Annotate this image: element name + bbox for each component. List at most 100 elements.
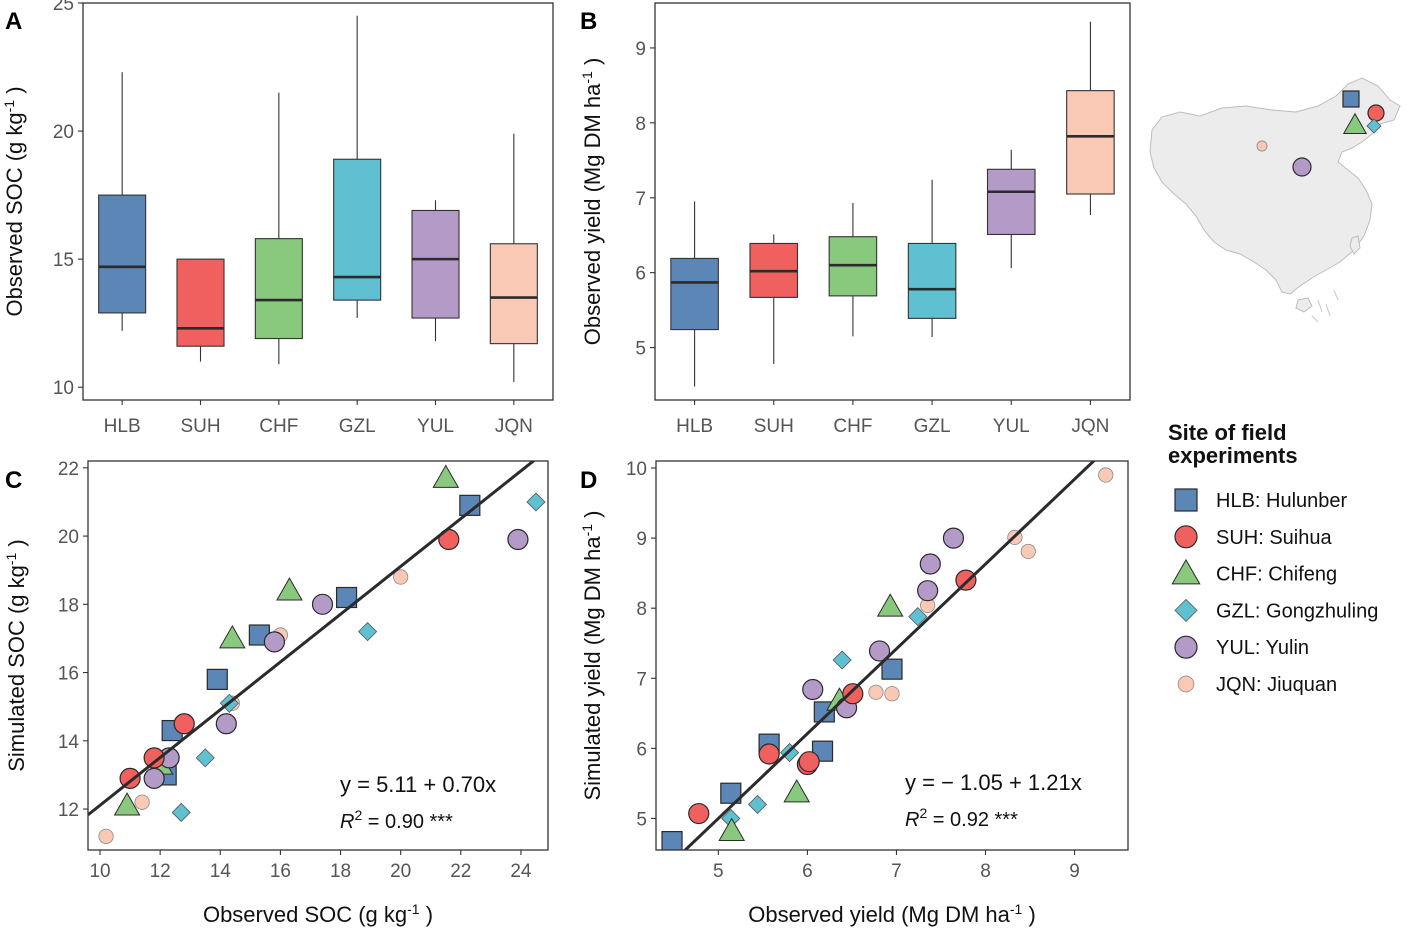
legend-label-gzl: GZL: Gongzhuling — [1216, 600, 1378, 622]
panel-tag-d: D — [580, 467, 597, 494]
panel-a-category-label: HLB — [104, 416, 141, 437]
panel-b-box-hlb — [670, 201, 719, 387]
point-yul — [507, 528, 529, 551]
legend-label-yul: YUL: Yulin — [1216, 637, 1309, 659]
r2-label: R — [905, 809, 919, 831]
point-suh — [798, 751, 820, 773]
point-chf — [718, 817, 746, 841]
panel-b-y-axis-title: Observed yield (Mg DM ha-1 ) — [579, 58, 605, 346]
point-hlb — [335, 586, 358, 609]
panel-b-category-label: HLB — [676, 416, 713, 437]
panel-d-x-axis-title: Observed yield (Mg DM ha-1 ) — [748, 901, 1036, 927]
panel-a-soc-boxplot: HLB SUH CHF GZL YUL JQN 10 15 20 25 Observed SOC (… — [1, 0, 554, 437]
panel-d-frame — [655, 460, 1129, 851]
panel-c-xtick-label: 20 — [390, 861, 411, 882]
point-hlb — [881, 658, 903, 680]
legend-marker-jqn — [1177, 675, 1195, 693]
point-suh — [688, 802, 710, 825]
point-yul — [919, 553, 941, 575]
panel-a-category-label: GZL — [339, 416, 376, 437]
point-gzl — [526, 492, 546, 512]
panel-tag-a: A — [5, 8, 22, 35]
panel-a-category-label: YUL — [417, 416, 454, 437]
panel-c-xtick-label: 12 — [150, 861, 171, 882]
panel-d-r-squared: R2 = 0.92 *** — [905, 805, 1018, 831]
point-gzl — [747, 794, 768, 815]
panel-d-plot-area — [661, 461, 1114, 850]
panel-b-frame — [654, 2, 1131, 401]
panel-c-y-axis-title-part: -1 — [3, 552, 19, 565]
point-gzl — [195, 748, 215, 768]
point-hlb — [720, 782, 742, 804]
panel-b-box-yul — [986, 149, 1036, 269]
legend-label-jqn: JQN: Jiuquan — [1216, 674, 1337, 696]
panel-b-category-label: SUH — [754, 416, 794, 437]
panel-b-ytick-label: 6 — [635, 264, 646, 285]
iqr-box — [98, 194, 147, 314]
panel-d-ytick-label: 6 — [636, 739, 647, 760]
map-markers — [1256, 90, 1385, 177]
panel-d-x-axis-title-part: Observed yield (Mg DM ha — [748, 902, 1010, 927]
panel-a-y-axis-title-part: -1 — [1, 100, 17, 113]
panel-d-x-axis-title-part: -1 — [1010, 901, 1023, 917]
panel-c-ytick-label: 18 — [58, 595, 79, 616]
panel-c-r-squared: R2 = 0.90 *** — [340, 807, 453, 833]
point-yul — [311, 593, 334, 615]
point-suh — [143, 747, 165, 769]
panel-tag-b: B — [580, 8, 597, 35]
panel-c-ytick-label: 14 — [58, 732, 80, 753]
panel-d-xtick-label: 6 — [802, 861, 813, 882]
panel-a-box-chf — [254, 92, 303, 365]
point-jqn — [1098, 467, 1114, 483]
panel-d-y-axis-title-part: ) — [580, 510, 605, 523]
panel-c-x-axis-title-part: Observed SOC (g kg — [203, 902, 407, 927]
iqr-box — [411, 209, 460, 319]
map-marker-suh — [1367, 104, 1385, 122]
panel-c-equation: y = 5.11 + 0.70x — [340, 772, 496, 797]
panel-d-equation: y = − 1.05 + 1.21x — [905, 770, 1082, 795]
panel-c-xtick-label: 22 — [450, 861, 471, 882]
legend-label-suh: SUH: Suihua — [1216, 527, 1332, 549]
panel-b-y-axis-title-part: Observed yield (Mg DM ha — [580, 83, 605, 345]
point-hlb — [206, 668, 228, 690]
point-suh — [119, 767, 141, 789]
hainan-island — [1295, 297, 1313, 313]
point-suh — [758, 743, 780, 765]
point-gzl — [171, 802, 191, 823]
point-yul — [917, 580, 939, 602]
legend-marker-hlb — [1174, 488, 1198, 512]
point-gzl — [358, 622, 378, 642]
r2-sup: 2 — [354, 807, 362, 823]
panel-c-xtick-label: 10 — [89, 861, 110, 882]
panel-d-ytick-label: 9 — [636, 529, 647, 550]
point-yul — [215, 713, 237, 735]
panel-c-xtick-label: 16 — [270, 861, 291, 882]
r2-label: R — [340, 811, 354, 833]
point-gzl — [908, 607, 928, 627]
panel-c-y-axis-title-part: Simulated SOC (g kg — [4, 565, 29, 772]
panel-c-soc-scatter: 12 14 16 18 20 22 10 12 14 16 18 20 22 24 y = 5.11 + 0… — [3, 459, 549, 927]
legend-marker-yul — [1174, 635, 1198, 659]
panel-b-yield-boxplot: HLB SUH CHF GZL YUL JQN 5 6 7 8 9 Observed yield (M… — [579, 2, 1131, 437]
point-chf — [783, 779, 811, 803]
r2-sup: 2 — [919, 805, 927, 821]
panel-b-ytick-label: 8 — [635, 114, 646, 135]
panel-b-box-suh — [749, 234, 799, 365]
panel-d-y-axis-title-part: -1 — [579, 524, 595, 537]
panel-a-ytick-label: 20 — [53, 122, 74, 143]
panel-d-xtick-label: 8 — [980, 861, 991, 882]
panel-a-box-gzl — [333, 15, 382, 319]
iqr-box — [1066, 90, 1115, 195]
point-yul — [143, 767, 165, 789]
point-chf — [113, 792, 141, 816]
legend: Site of field experiments HLB: Hulunber S… — [1168, 420, 1378, 696]
panel-c-ytick-label: 12 — [58, 800, 79, 821]
south-sea-islands — [1311, 289, 1339, 323]
panel-a-y-axis-title: Observed SOC (g kg-1 ) — [1, 86, 27, 316]
panel-d-xtick-label: 9 — [1069, 861, 1080, 882]
panel-b-ytick-label: 5 — [635, 339, 646, 360]
panel-b-box-jqn — [1066, 21, 1115, 215]
legend-label-chf: CHF: Chifeng — [1216, 564, 1337, 586]
point-yul — [802, 678, 824, 701]
